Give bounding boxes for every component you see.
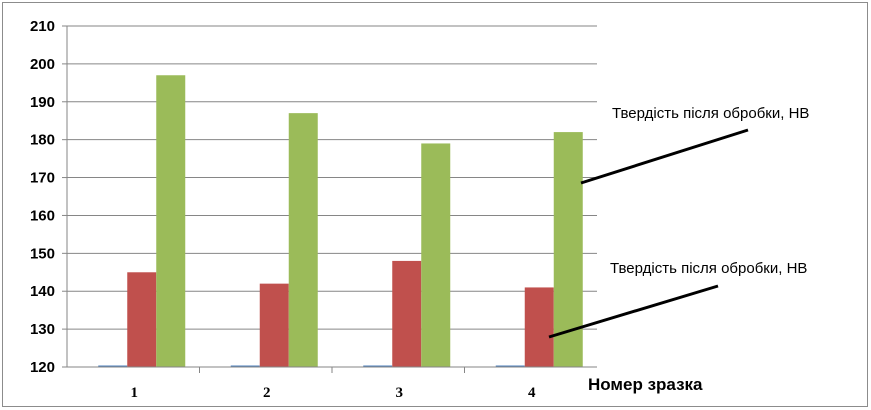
x-tick-label: 3 xyxy=(396,385,404,401)
y-tick-label: 130 xyxy=(30,321,55,338)
y-tick-label: 140 xyxy=(30,283,55,300)
y-tick-label: 160 xyxy=(30,207,55,224)
bar xyxy=(127,272,157,367)
y-tick-label: 210 xyxy=(30,18,55,35)
x-axis-label: Номер зразка xyxy=(588,375,703,394)
x-tick-label: 4 xyxy=(528,385,536,401)
y-tick-label: 120 xyxy=(30,359,55,376)
bar xyxy=(259,283,289,367)
y-tick-label: 190 xyxy=(30,94,55,111)
bar xyxy=(495,365,525,367)
annotation-label: Твердість після обробки, НВ xyxy=(610,260,807,277)
bar xyxy=(156,75,186,367)
y-tick-labels: 120 130 140 150 160 170 180 190 200 210 xyxy=(30,18,55,376)
bars xyxy=(98,75,583,368)
bar xyxy=(363,365,393,367)
axes xyxy=(66,26,597,368)
bar xyxy=(98,365,128,367)
y-tick-label: 170 xyxy=(30,170,55,187)
annotation-label: Твердість після обробки, НВ xyxy=(612,105,809,122)
y-tick-label: 150 xyxy=(30,245,55,262)
bar xyxy=(230,365,260,367)
bar xyxy=(288,113,318,368)
y-tick-label: 180 xyxy=(30,132,55,149)
y-tick-label: 200 xyxy=(30,56,55,73)
annotation-leader-line xyxy=(548,284,719,339)
annotation-leader-line xyxy=(580,128,749,185)
x-tick-label: 2 xyxy=(263,385,271,401)
x-tick-labels: 1 2 3 4 xyxy=(131,385,537,401)
bar xyxy=(524,287,554,367)
annotations: Твердість після обробки, НВ Твердість піс… xyxy=(548,105,809,339)
bar xyxy=(421,143,451,367)
bar xyxy=(392,260,422,367)
x-tick-label: 1 xyxy=(131,385,139,401)
